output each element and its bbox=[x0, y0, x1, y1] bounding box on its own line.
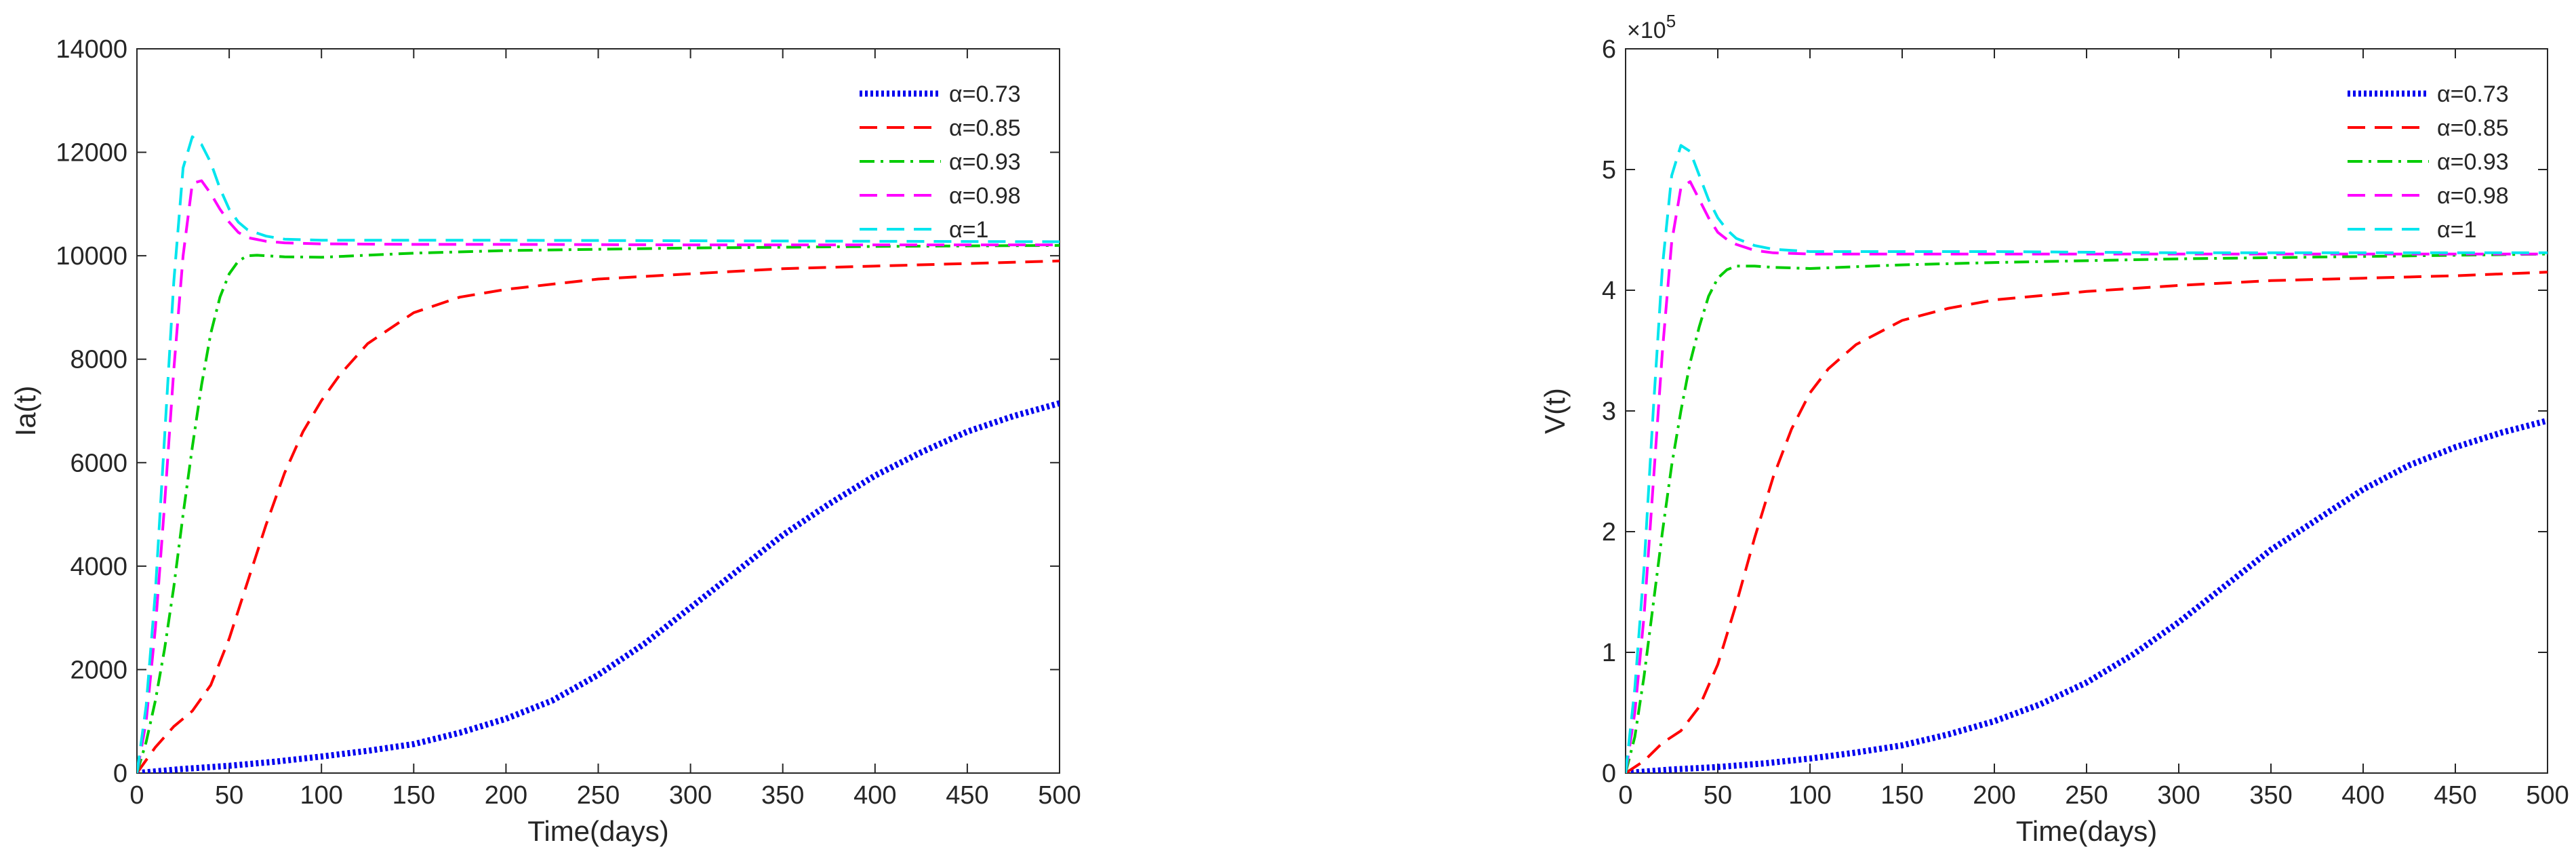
x-tick-label: 500 bbox=[1038, 781, 1081, 810]
series-line-1 bbox=[1626, 271, 2548, 773]
y-tick-label: 4000 bbox=[70, 553, 127, 581]
x-tick-label: 250 bbox=[577, 781, 620, 810]
y-tick-label: 0 bbox=[113, 760, 127, 788]
legend-label: α=0.98 bbox=[2437, 183, 2509, 209]
y-axis-label: V(t) bbox=[1539, 388, 1571, 434]
x-tick-label: 200 bbox=[1973, 781, 2015, 810]
y-tick-label: 6 bbox=[1602, 35, 1616, 64]
axes-box bbox=[1625, 48, 2548, 774]
x-tick-label: 300 bbox=[2157, 781, 2200, 810]
x-tick-label: 100 bbox=[300, 781, 342, 810]
ia-chart: 0 50 100 150 200 250 300 350 400 450 500 0 2000 4000 6… bbox=[9, 35, 1081, 847]
v-chart: 0 50 100 150 200 250 300 350 400 450 500 0 1 2 3 4 5 6 ×10… bbox=[1539, 11, 2569, 847]
series-line-1 bbox=[137, 259, 1060, 773]
y-tick-label: 14000 bbox=[56, 35, 127, 64]
series-line-0 bbox=[1626, 417, 2548, 773]
y-axis-label: Ia(t) bbox=[9, 386, 41, 437]
legend-label: α=0.93 bbox=[949, 149, 1021, 175]
legend-label: α=0.73 bbox=[2437, 81, 2509, 107]
legend-label: α=1 bbox=[2437, 217, 2476, 243]
x-tick-label: 400 bbox=[853, 781, 896, 810]
x-axis-label: Time(days) bbox=[527, 815, 668, 847]
series-line-3 bbox=[137, 179, 1060, 773]
x-tick-label: 450 bbox=[2434, 781, 2476, 810]
y-exponent-label: ×105 bbox=[1627, 11, 1676, 43]
x-tick-label: 0 bbox=[129, 781, 144, 810]
x-tick-label: 100 bbox=[1788, 781, 1831, 810]
y-tick-label: 2000 bbox=[70, 656, 127, 684]
y-tick-label: 6000 bbox=[70, 449, 127, 477]
y-tick-label: 10000 bbox=[56, 242, 127, 271]
legend-label: α=0.85 bbox=[2437, 115, 2509, 141]
x-tick-label: 0 bbox=[1618, 781, 1632, 810]
x-tick-label: 200 bbox=[485, 781, 527, 810]
x-tick-label: 350 bbox=[2249, 781, 2292, 810]
y-tick-label: 8000 bbox=[70, 346, 127, 374]
series-line-4 bbox=[137, 135, 1060, 773]
legend-label: α=0.98 bbox=[949, 183, 1021, 209]
x-axis-label: Time(days) bbox=[2016, 815, 2157, 847]
x-tick-label: 450 bbox=[946, 781, 988, 810]
series-line-2 bbox=[137, 243, 1060, 773]
legend-label: α=1 bbox=[949, 217, 988, 243]
y-tick-label: 4 bbox=[1602, 277, 1616, 305]
x-tick-label: 150 bbox=[393, 781, 435, 810]
legend-label: α=0.73 bbox=[949, 81, 1021, 107]
y-tick-label: 3 bbox=[1602, 397, 1616, 426]
y-tick-label: 2 bbox=[1602, 518, 1616, 547]
legend-label: α=0.93 bbox=[2437, 149, 2509, 175]
x-tick-label: 50 bbox=[1704, 781, 1732, 810]
x-tick-label: 350 bbox=[761, 781, 804, 810]
y-tick-label: 0 bbox=[1602, 760, 1616, 788]
legend-label: α=0.85 bbox=[949, 115, 1021, 141]
x-tick-label: 150 bbox=[1880, 781, 1923, 810]
y-tick-label: 12000 bbox=[56, 139, 127, 167]
y-tick-label: 1 bbox=[1602, 639, 1616, 667]
series-line-0 bbox=[137, 400, 1060, 773]
x-tick-label: 500 bbox=[2526, 781, 2569, 810]
axes-box bbox=[136, 48, 1060, 774]
y-tick-label: 5 bbox=[1602, 156, 1616, 184]
series-line-4 bbox=[1626, 144, 2548, 773]
series-line-3 bbox=[1626, 180, 2548, 773]
x-tick-label: 250 bbox=[2065, 781, 2108, 810]
x-tick-label: 300 bbox=[669, 781, 712, 810]
series-line-2 bbox=[1626, 252, 2548, 773]
x-tick-label: 400 bbox=[2341, 781, 2384, 810]
x-tick-label: 50 bbox=[215, 781, 243, 810]
